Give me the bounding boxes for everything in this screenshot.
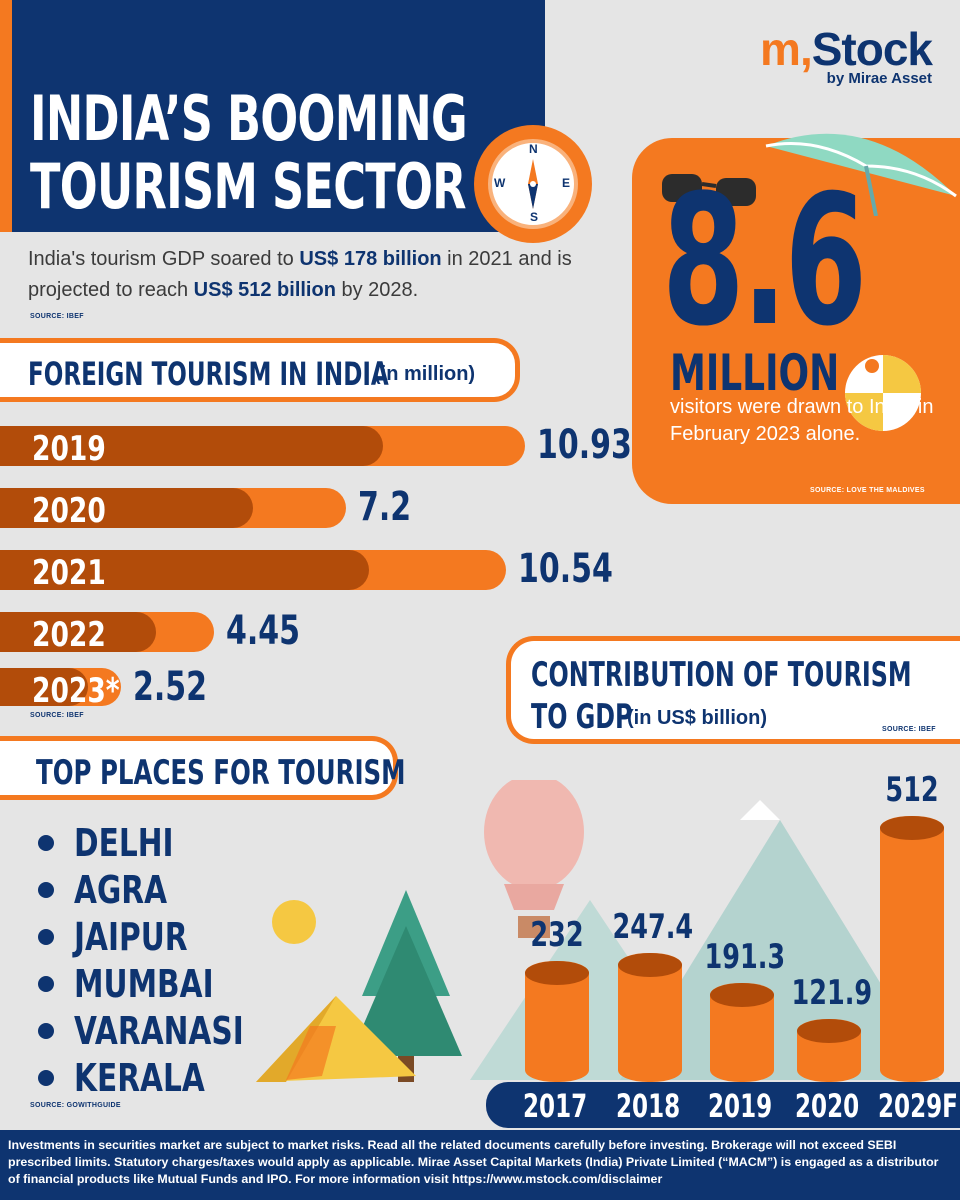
gdp-bar-3: [797, 1019, 861, 1082]
top-places-list: DELHI AGRA JAIPUR MUMBAI VARANASI KERALA: [0, 820, 420, 1100]
place-item: DELHI: [38, 820, 202, 866]
gdp-unit: (in US$ billion): [627, 707, 767, 729]
beach-ball-icon: [845, 355, 921, 431]
place-label: KERALA: [74, 1056, 205, 1100]
bullet-icon: [38, 929, 54, 945]
compass-east: E: [562, 176, 571, 190]
title-stripe: [0, 0, 12, 232]
foreign-bar-year-label: 2022: [32, 615, 106, 655]
gdp-title-line2: TO GDP: [531, 697, 633, 737]
foreign-tourism-chart: 2019 10.93 2020 7.2 2021 10.54 2022 4.45 2023* 2.…: [0, 422, 632, 716]
top-places-title: TOP PLACES FOR TOURISM: [36, 753, 406, 793]
foreign-tourism-unit: (in million): [374, 363, 476, 385]
gdp-year-label: 2018: [616, 1087, 681, 1125]
place-item: AGRA: [38, 867, 193, 913]
compass-icon: N E S W: [474, 125, 592, 243]
visitors-stat-unit: MILLION: [670, 344, 840, 402]
place-item: VARANASI: [38, 1008, 292, 1054]
gdp-value-label: 247.4: [612, 907, 694, 947]
page-title-line1: INDIA’S BOOMING: [30, 82, 468, 155]
top-places-header: TOP PLACES FOR TOURISM: [0, 736, 406, 800]
bullet-icon: [38, 882, 54, 898]
foreign-bar-1: 2020: [0, 488, 346, 531]
compass-west: W: [494, 176, 506, 190]
beach-umbrella-icon: [765, 133, 957, 216]
visitors-stat-description: visitors were drawn to India in February…: [670, 396, 934, 445]
foreign-tourism-header: FOREIGN TOURISM IN INDIA (in million): [0, 338, 520, 402]
intro-text: India's tourism GDP soared to US$ 178 bi…: [28, 248, 572, 301]
gdp-year-label: 2017: [523, 1087, 588, 1125]
gdp-header: CONTRIBUTION OF TOURISM TO GDP (in US$ b…: [506, 636, 960, 744]
foreign-tourism-title: FOREIGN TOURISM IN INDIA: [28, 355, 389, 393]
gdp-bar-4: [880, 816, 944, 1082]
place-item: KERALA: [38, 1055, 242, 1101]
gdp-value-label: 232: [530, 915, 584, 955]
bullet-icon: [38, 835, 54, 851]
gdp-year-label: 2020: [795, 1087, 860, 1125]
gdp-year-label: 2019: [708, 1087, 773, 1125]
gdp-value-label: 191.3: [704, 937, 786, 977]
gdp-value-label: 121.9: [791, 973, 873, 1013]
foreign-source: SOURCE: IBEF: [30, 712, 84, 719]
sunglasses-icon: [662, 174, 756, 206]
logo-subtitle: by Mirae Asset: [826, 70, 932, 87]
compass-needle-icon: [528, 159, 538, 209]
foreign-bar-2: 2021: [0, 550, 506, 593]
gdp-axis-band: [486, 1082, 960, 1128]
place-label: MUMBAI: [74, 962, 214, 1006]
foreign-bar-3: 2022: [0, 612, 214, 655]
gdp-source: SOURCE: IBEF: [882, 726, 936, 733]
place-label: JAIPUR: [74, 915, 188, 959]
intro-source: SOURCE: IBEF: [30, 313, 84, 320]
gdp-bar-2: [710, 983, 774, 1082]
gdp-chart: 232 247.4 191.3 121.9 512: [486, 760, 960, 1090]
foreign-bar-value-label: 2.52: [133, 664, 208, 710]
gdp-title-line1: CONTRIBUTION OF TOURISM: [531, 655, 912, 695]
place-label: DELHI: [74, 821, 174, 865]
page-title-line2: TOURISM SECTOR: [30, 150, 467, 223]
visitors-stat-number: 8.6: [662, 157, 867, 366]
place-label: AGRA: [74, 868, 168, 912]
foreign-bar-value-label: 4.45: [226, 608, 301, 654]
foreign-bar-year-label: 2020: [32, 491, 106, 531]
disclaimer-footer: Investments in securities market are sub…: [0, 1130, 960, 1200]
foreign-bar-value-label: 10.93: [537, 422, 632, 468]
places-source: SOURCE: GOWITHGUIDE: [30, 1102, 121, 1109]
place-item: MUMBAI: [38, 961, 253, 1007]
foreign-bar-4: 2023*: [0, 668, 121, 711]
bullet-icon: [38, 976, 54, 992]
camping-illustration: [256, 890, 462, 1082]
place-label: VARANASI: [74, 1009, 244, 1053]
compass-north: N: [529, 142, 538, 156]
foreign-bar-0: 2019: [0, 426, 525, 469]
bullet-icon: [38, 1070, 54, 1086]
mstock-logo: m,Stock: [760, 23, 933, 75]
title-banner: [0, 0, 545, 232]
bullet-icon: [38, 1023, 54, 1039]
foreign-bar-value-label: 7.2: [358, 484, 412, 530]
place-item: JAIPUR: [38, 914, 220, 960]
gdp-value-label: 512: [885, 770, 939, 810]
visitors-stat-source: SOURCE: LOVE THE MALDIVES: [810, 487, 925, 494]
foreign-bar-value-label: 10.54: [518, 546, 613, 592]
foreign-bar-year-label: 2023*: [32, 671, 120, 711]
gdp-bar-0: [525, 961, 589, 1082]
gdp-bar-1: [618, 953, 682, 1082]
gdp-year-label: 2029F: [878, 1087, 958, 1125]
compass-south: S: [530, 210, 539, 224]
foreign-bar-year-label: 2021: [32, 553, 106, 593]
foreign-bar-year-label: 2019: [32, 429, 106, 469]
